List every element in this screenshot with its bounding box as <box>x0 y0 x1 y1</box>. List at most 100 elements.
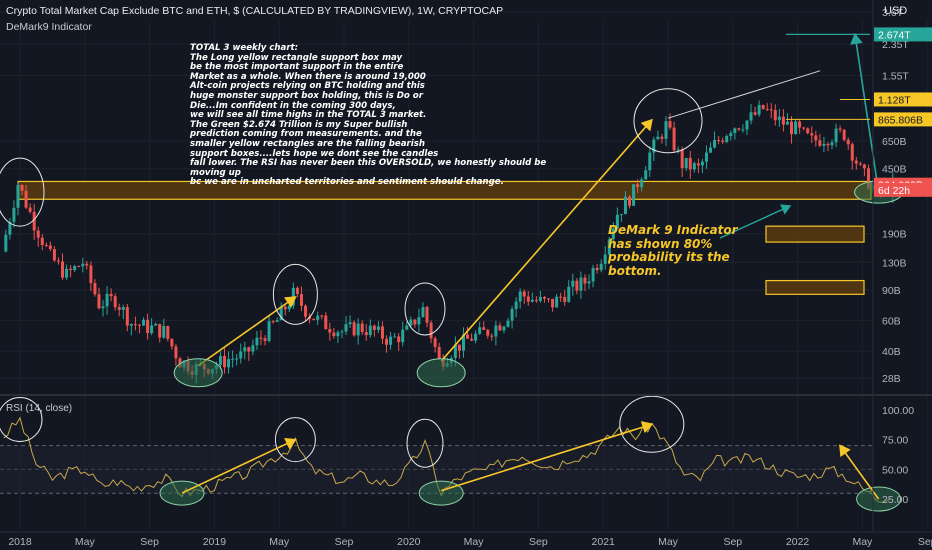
candle-body <box>235 358 239 360</box>
candle-body <box>506 320 510 327</box>
candle-body <box>129 324 133 326</box>
candle-body <box>846 139 850 145</box>
candle-body <box>660 136 664 139</box>
candle-body <box>8 221 12 235</box>
price-badge-label: 6d 22h <box>878 185 910 197</box>
candle-body <box>279 306 283 321</box>
candle-body <box>814 135 818 141</box>
bottom-ellipse <box>173 358 223 388</box>
price-badge <box>874 92 932 107</box>
candle-body <box>166 326 170 339</box>
candle-body <box>109 293 113 297</box>
candle-body <box>125 307 129 326</box>
candle-body <box>494 325 498 337</box>
time-tick-label: 2018 <box>8 536 32 548</box>
rsi-top-circle <box>0 396 43 442</box>
price-tick-label: 130B <box>882 257 907 269</box>
candle-body <box>255 337 259 346</box>
candle-body <box>611 228 615 240</box>
candle-body <box>20 184 24 191</box>
candle-body <box>372 325 376 330</box>
candle-body <box>619 214 623 216</box>
candle-body <box>243 347 247 352</box>
candle-body <box>773 110 777 121</box>
price-tick-label: 1.55T <box>882 71 909 83</box>
candle-body <box>304 305 308 317</box>
time-tick-label: Sep <box>335 536 354 548</box>
candle-body <box>623 196 627 215</box>
candle-body <box>858 163 862 165</box>
candle-body <box>806 128 810 134</box>
candle-body <box>397 336 401 343</box>
candle-body <box>457 344 461 351</box>
time-tick-label: Sep <box>140 536 159 548</box>
rsi-tick-label: 100.00 <box>882 405 914 417</box>
time-tick-label: 2020 <box>397 536 421 548</box>
candle-body <box>579 277 583 291</box>
price-badge <box>874 112 932 127</box>
candle-body <box>218 355 222 365</box>
price-candles <box>4 100 895 384</box>
candle-body <box>24 190 28 208</box>
candle-body <box>737 128 741 130</box>
candle-body <box>52 249 56 261</box>
candle-body <box>834 128 838 143</box>
candle-body <box>628 196 632 206</box>
candle-body <box>745 120 749 130</box>
candle-body <box>538 297 542 301</box>
time-tick-label: 2019 <box>203 536 227 548</box>
candle-body <box>336 332 340 337</box>
rsi-top-circle <box>274 417 316 463</box>
time-tick-label: May <box>658 536 679 548</box>
price-tick-label: 60B <box>882 316 901 328</box>
candle-body <box>328 329 332 333</box>
candle-body <box>664 121 668 139</box>
price-badge <box>874 27 932 42</box>
candle-body <box>251 345 255 352</box>
rsi-label[interactable]: RSI (14, close) <box>6 403 73 414</box>
candle-body <box>656 136 660 140</box>
candle-body <box>227 359 231 368</box>
rsi-top-circle <box>406 418 444 468</box>
candle-body <box>777 116 781 121</box>
candle-body <box>433 338 437 347</box>
candle-body <box>368 325 372 336</box>
time-tick-label: Sep <box>529 536 548 548</box>
price-tick-label: 190B <box>882 229 907 241</box>
candle-body <box>437 346 441 359</box>
candle-body <box>291 287 295 306</box>
candle-body <box>320 315 324 317</box>
candle-body <box>405 325 409 330</box>
candle-body <box>640 179 644 188</box>
candle-body <box>785 121 789 125</box>
candle-body <box>344 324 348 332</box>
candle-body <box>170 338 174 347</box>
candle-body <box>534 299 538 301</box>
candle-body <box>425 307 429 323</box>
rsi-bottom-ellipse <box>418 480 464 506</box>
candle-body <box>89 265 93 284</box>
candle-body <box>287 305 291 310</box>
candle-body <box>271 321 275 323</box>
candle-body <box>356 323 360 336</box>
candle-body <box>413 319 417 325</box>
candle-body <box>81 263 85 267</box>
candle-body <box>150 325 154 334</box>
candle-body <box>461 334 465 351</box>
candle-body <box>798 121 802 128</box>
candle-body <box>555 296 559 308</box>
indicator-label[interactable]: DeMark9 Indicator <box>6 21 92 33</box>
candle-body <box>599 263 603 271</box>
candle-body <box>85 263 89 266</box>
candle-body <box>547 298 551 300</box>
candle-body <box>295 287 299 295</box>
candle-body <box>510 308 514 321</box>
candle-body <box>551 298 555 308</box>
currency-label[interactable]: USD <box>884 5 908 17</box>
price-tick-label: 40B <box>882 346 901 358</box>
time-tick-label: May <box>464 536 485 548</box>
candle-body <box>490 335 494 337</box>
candle-body <box>826 143 830 146</box>
